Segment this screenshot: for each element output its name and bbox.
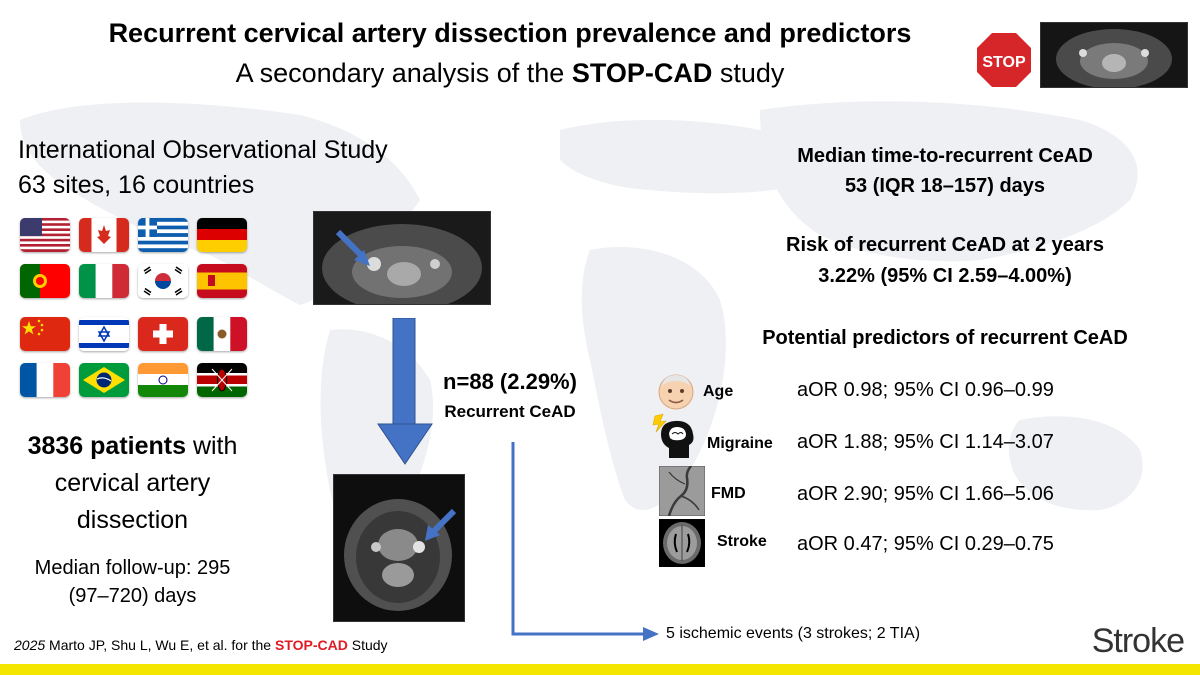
predictor-label-age: Age xyxy=(703,383,734,400)
study-sites: 63 sites, 16 countries xyxy=(18,171,255,199)
risk-value: 3.22% (95% CI 2.59–4.00%) xyxy=(818,265,1072,287)
predictor-label-migraine: Migraine xyxy=(707,435,773,452)
header-mri-scan xyxy=(1040,22,1188,88)
stop-sign-icon: STOP xyxy=(974,30,1034,90)
patients-summary: 3836 patients with cervical artery disse… xyxy=(0,428,265,539)
citation: 2025 Marto JP, Shu L, Wu E, et al. for t… xyxy=(14,637,388,653)
patients-line1: 3836 patients with xyxy=(0,428,265,465)
subtitle: A secondary analysis of the STOP-CAD stu… xyxy=(0,58,1020,89)
followup-line2: (97–720) days xyxy=(68,585,197,607)
france-flag-icon xyxy=(20,363,70,397)
predictor-value-migraine: aOR 1.88; 95% CI 1.14–3.07 xyxy=(797,431,1054,453)
axial-mri-scan-bottom xyxy=(333,474,465,622)
spain-flag-icon xyxy=(197,264,247,298)
elbow-arrow-icon xyxy=(511,442,659,641)
mexico-flag-icon xyxy=(197,317,247,351)
followup-summary: Median follow-up: 295 (97–720) days xyxy=(0,554,265,610)
risk-title: Risk of recurrent CeAD at 2 years xyxy=(786,234,1104,256)
recurrence-count: n=88 (2.29%) xyxy=(443,369,577,394)
main-title: Recurrent cervical artery dissection pre… xyxy=(108,18,912,48)
stop-sign-label: STOP xyxy=(982,54,1026,71)
study-type: International Observational Study xyxy=(18,136,388,164)
india-flag-icon xyxy=(138,363,188,397)
patients-count: 3836 patients xyxy=(27,432,186,460)
median-time-value: 53 (IQR 18–157) days xyxy=(844,175,1046,197)
recurrence-label: Recurrent CeAD xyxy=(444,402,576,421)
migraine-head-icon xyxy=(652,413,694,458)
subtitle-pre: A secondary analysis of the xyxy=(235,58,572,88)
followup-line1: Median follow-up: 295 xyxy=(34,557,231,579)
predictors-title: Potential predictors of recurrent CeAD xyxy=(762,327,1128,349)
patients-line3: dissection xyxy=(76,506,189,534)
switzerland-flag-icon xyxy=(138,317,188,351)
ischemic-events-outcome: 5 ischemic events (3 strokes; 2 TIA) xyxy=(666,625,921,642)
portugal-flag-icon xyxy=(20,264,70,298)
journal-logo: Stroke xyxy=(1091,622,1185,660)
elderly-face-icon xyxy=(658,374,694,410)
brain-mri-icon xyxy=(659,519,705,567)
patients-count-rest: with xyxy=(186,432,238,460)
italy-flag-icon xyxy=(79,264,129,298)
citation-study: STOP-CAD xyxy=(274,637,348,653)
usa-flag-icon xyxy=(20,218,70,252)
axial-mri-scan-top xyxy=(313,211,491,305)
china-flag-icon xyxy=(20,317,70,351)
predictor-value-fmd: aOR 2.90; 95% CI 1.66–5.06 xyxy=(797,483,1054,505)
predictor-label-stroke: Stroke xyxy=(717,533,767,550)
germany-flag-icon xyxy=(197,218,247,252)
predictor-label-fmd: FMD xyxy=(711,485,746,502)
citation-suffix: Study xyxy=(347,637,388,653)
median-time-title: Median time-to-recurrent CeAD xyxy=(797,145,1093,167)
greece-flag-icon xyxy=(138,218,188,252)
kenya-flag-icon xyxy=(197,363,247,397)
subtitle-study-name: STOP-CAD xyxy=(571,58,713,88)
canada-flag-icon xyxy=(79,218,129,252)
angiogram-icon xyxy=(659,466,705,516)
patients-line2: cervical artery xyxy=(54,469,211,497)
brazil-flag-icon xyxy=(79,363,129,397)
predictor-value-age: aOR 0.98; 95% CI 0.96–0.99 xyxy=(797,379,1054,401)
predictor-value-stroke: aOR 0.47; 95% CI 0.29–0.75 xyxy=(797,533,1054,555)
citation-authors: Marto JP, Shu L, Wu E, et al. for the xyxy=(45,637,275,653)
citation-year: 2025 xyxy=(14,637,46,653)
south-korea-flag-icon xyxy=(138,264,188,298)
accent-bar xyxy=(0,664,1200,675)
subtitle-post: study xyxy=(712,58,785,88)
israel-flag-icon xyxy=(79,317,129,351)
down-arrow-icon xyxy=(377,318,433,465)
